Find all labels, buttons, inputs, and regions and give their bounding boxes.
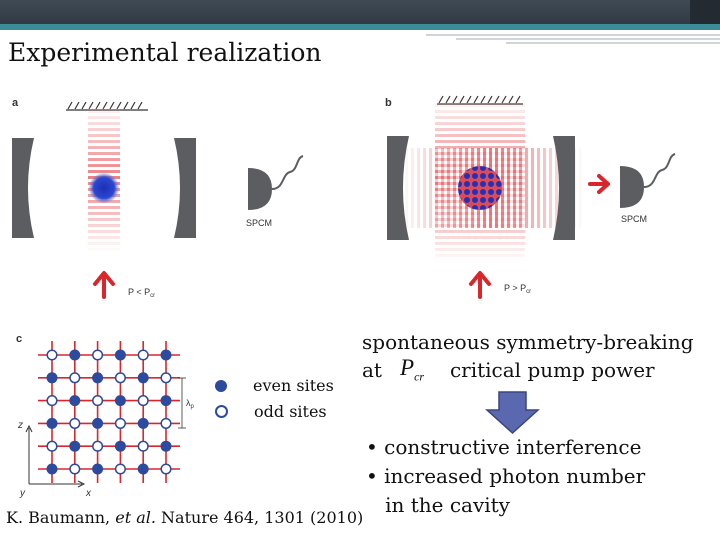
lambda-marker (178, 377, 186, 429)
pump-condition-label: P > Pcr (504, 283, 531, 295)
atom-cloud (89, 173, 119, 203)
pump-condition-label: P < Pcr (128, 287, 155, 299)
even-site (92, 463, 104, 475)
legend-odd: odd sites (215, 402, 327, 421)
legend-odd-label: odd sites (254, 402, 327, 421)
text-line-1: spontaneous symmetry-breaking (362, 330, 694, 354)
detector-icon (620, 153, 676, 208)
even-site (46, 372, 58, 384)
pump-arrow-icon (93, 271, 115, 299)
even-site (137, 417, 149, 429)
legend-even: even sites (215, 376, 334, 395)
cavity-mirror-left (12, 138, 34, 238)
detector-label: SPCM (621, 214, 647, 224)
odd-site (114, 463, 126, 475)
lambda-label: λp (186, 398, 195, 410)
figure-panel-b: b SPCM P > Pcr (375, 92, 705, 302)
panel-b-label: b (385, 97, 392, 109)
even-site (46, 417, 58, 429)
atom-lattice (458, 166, 502, 210)
detector-label: SPCM (246, 218, 272, 228)
cavity-mirror-right (174, 138, 196, 238)
cavity-mirror-right (553, 136, 575, 240)
even-site (114, 349, 126, 361)
odd-site (114, 417, 126, 429)
odd-site (137, 395, 149, 407)
even-site-icon (215, 379, 227, 392)
even-site (92, 372, 104, 384)
odd-site (92, 349, 104, 361)
lattice-grid (38, 341, 180, 483)
odd-site (92, 395, 104, 407)
panel-c-label: c (16, 333, 22, 345)
odd-site (114, 372, 126, 384)
even-site (114, 440, 126, 452)
odd-site (92, 440, 104, 452)
even-site (114, 395, 126, 407)
emission-arrow-icon (588, 174, 610, 194)
citation: K. Baumann, et al. Nature 464, 1301 (201… (6, 508, 364, 527)
legend-even-label: even sites (253, 376, 334, 395)
slide-title: Experimental realization (8, 38, 322, 67)
lattice-legend: even sites odd sites (215, 376, 345, 426)
cavity-mirror-left (387, 136, 409, 240)
even-site (46, 463, 58, 475)
list-item: • increased photon number (366, 464, 646, 488)
figure-panel-a: a SPCM P < Pcr (0, 92, 320, 302)
odd-site (137, 440, 149, 452)
title-bar-corner (690, 0, 720, 24)
panel-a-label: a (12, 97, 19, 109)
even-site (160, 440, 172, 452)
axes (25, 424, 86, 488)
axis-x-label: x (85, 488, 92, 499)
odd-site (160, 417, 172, 429)
odd-site-icon (215, 405, 228, 418)
even-site (160, 349, 172, 361)
even-site (137, 372, 149, 384)
symmetry-breaking-text: spontaneous symmetry-breaking at critical… (362, 328, 694, 384)
even-site (160, 395, 172, 407)
even-site (69, 440, 81, 452)
text-line-2: at critical pump power (362, 358, 655, 382)
detector-icon (248, 155, 304, 210)
title-rule (426, 34, 720, 44)
axis-z-label: z (17, 420, 23, 431)
odd-site (69, 372, 81, 384)
odd-site (46, 395, 58, 407)
even-site (69, 349, 81, 361)
odd-site (46, 349, 58, 361)
odd-site (160, 463, 172, 475)
figure-panel-c: c λp z y x (12, 328, 232, 503)
odd-site (69, 417, 81, 429)
list-item: in the cavity (366, 493, 510, 517)
odd-site (69, 463, 81, 475)
consequences-list: • constructive interference • increased … (366, 433, 645, 520)
critical-power-symbol: Pcr (400, 355, 425, 384)
title-bar-accent (0, 24, 720, 30)
odd-site (46, 440, 58, 452)
odd-site (137, 349, 149, 361)
axis-y-label: y (19, 488, 26, 499)
even-site (69, 395, 81, 407)
even-site (92, 417, 104, 429)
pump-arrow-icon (469, 271, 491, 299)
odd-site (160, 372, 172, 384)
list-item: • constructive interference (366, 435, 642, 459)
down-arrow-icon (485, 391, 540, 435)
even-site (137, 463, 149, 475)
